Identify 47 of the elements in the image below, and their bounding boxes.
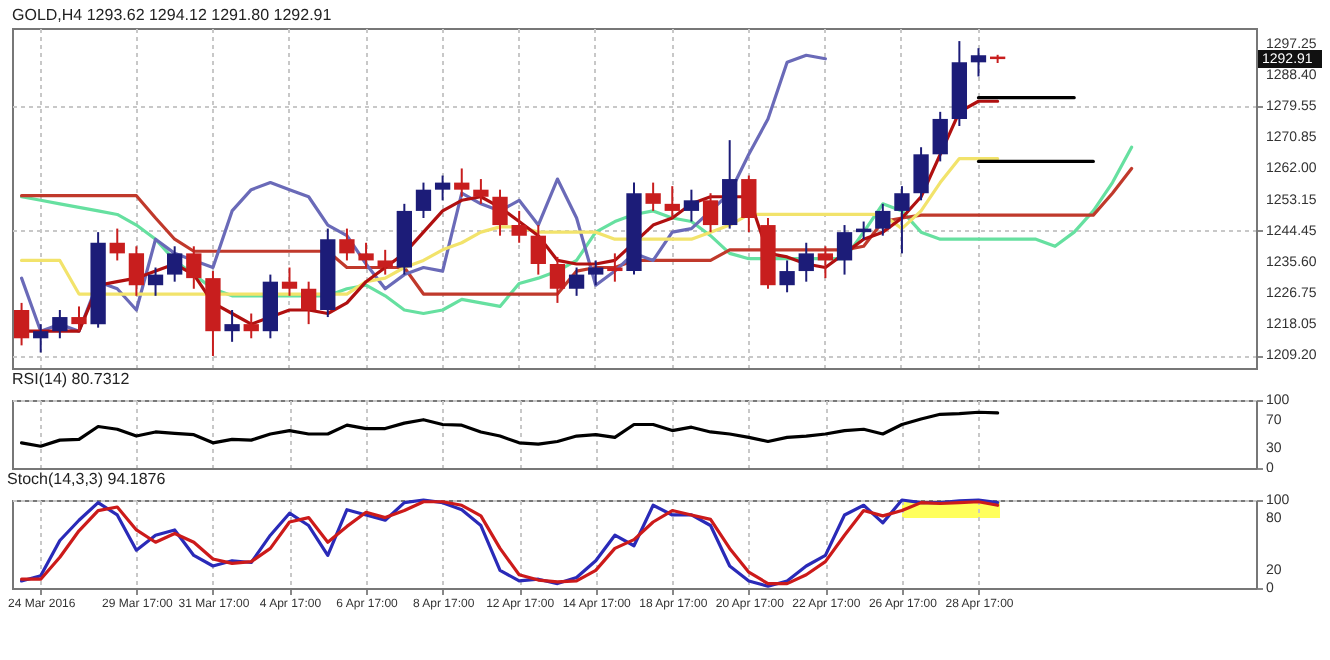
candlestick	[243, 312, 259, 340]
candlestick	[645, 181, 661, 212]
candlestick	[798, 241, 814, 283]
candlestick	[281, 266, 298, 297]
candlestick	[741, 174, 757, 234]
candlestick	[549, 255, 566, 304]
candlestick	[167, 245, 183, 283]
candlestick	[128, 245, 145, 297]
chart-title: GOLD,H4 1293.62 1294.12 1291.80 1292.91	[12, 6, 333, 24]
candlestick	[434, 174, 451, 202]
candlestick	[932, 110, 948, 163]
candlestick	[71, 305, 87, 333]
candlestick	[109, 227, 125, 262]
candlestick	[702, 192, 719, 234]
candlestick	[358, 241, 374, 269]
candlestick	[817, 245, 834, 280]
candlestick	[664, 185, 680, 219]
candlestick	[511, 209, 527, 244]
candlestick	[339, 227, 355, 262]
candlestick	[568, 266, 585, 297]
line-series	[19, 166, 1134, 296]
candlestick	[13, 301, 30, 347]
candlestick	[683, 188, 700, 223]
candlestick	[894, 185, 910, 255]
candlestick	[300, 280, 317, 326]
candlestick	[530, 224, 546, 276]
chart-title: RSI(14) 80.7312	[12, 370, 131, 388]
candlestick	[588, 259, 604, 287]
chart-title: Stoch(14,3,3) 94.1876	[7, 470, 167, 488]
candlestick	[224, 308, 240, 343]
candlestick	[779, 259, 795, 294]
candlestick	[33, 323, 49, 354]
candlestick	[473, 178, 489, 205]
candlestick	[492, 188, 508, 237]
candlestick	[454, 167, 470, 198]
candlestick	[377, 248, 393, 276]
candlestick	[836, 224, 853, 276]
candlestick	[875, 202, 891, 237]
line-series	[19, 410, 1000, 448]
candlestick	[52, 308, 68, 340]
candlestick	[186, 245, 202, 290]
candlestick	[415, 181, 432, 219]
line-series	[19, 145, 1134, 316]
candlestick	[147, 266, 164, 297]
candlestick	[722, 139, 738, 230]
candlestick	[913, 146, 929, 202]
candlestick	[970, 47, 987, 78]
